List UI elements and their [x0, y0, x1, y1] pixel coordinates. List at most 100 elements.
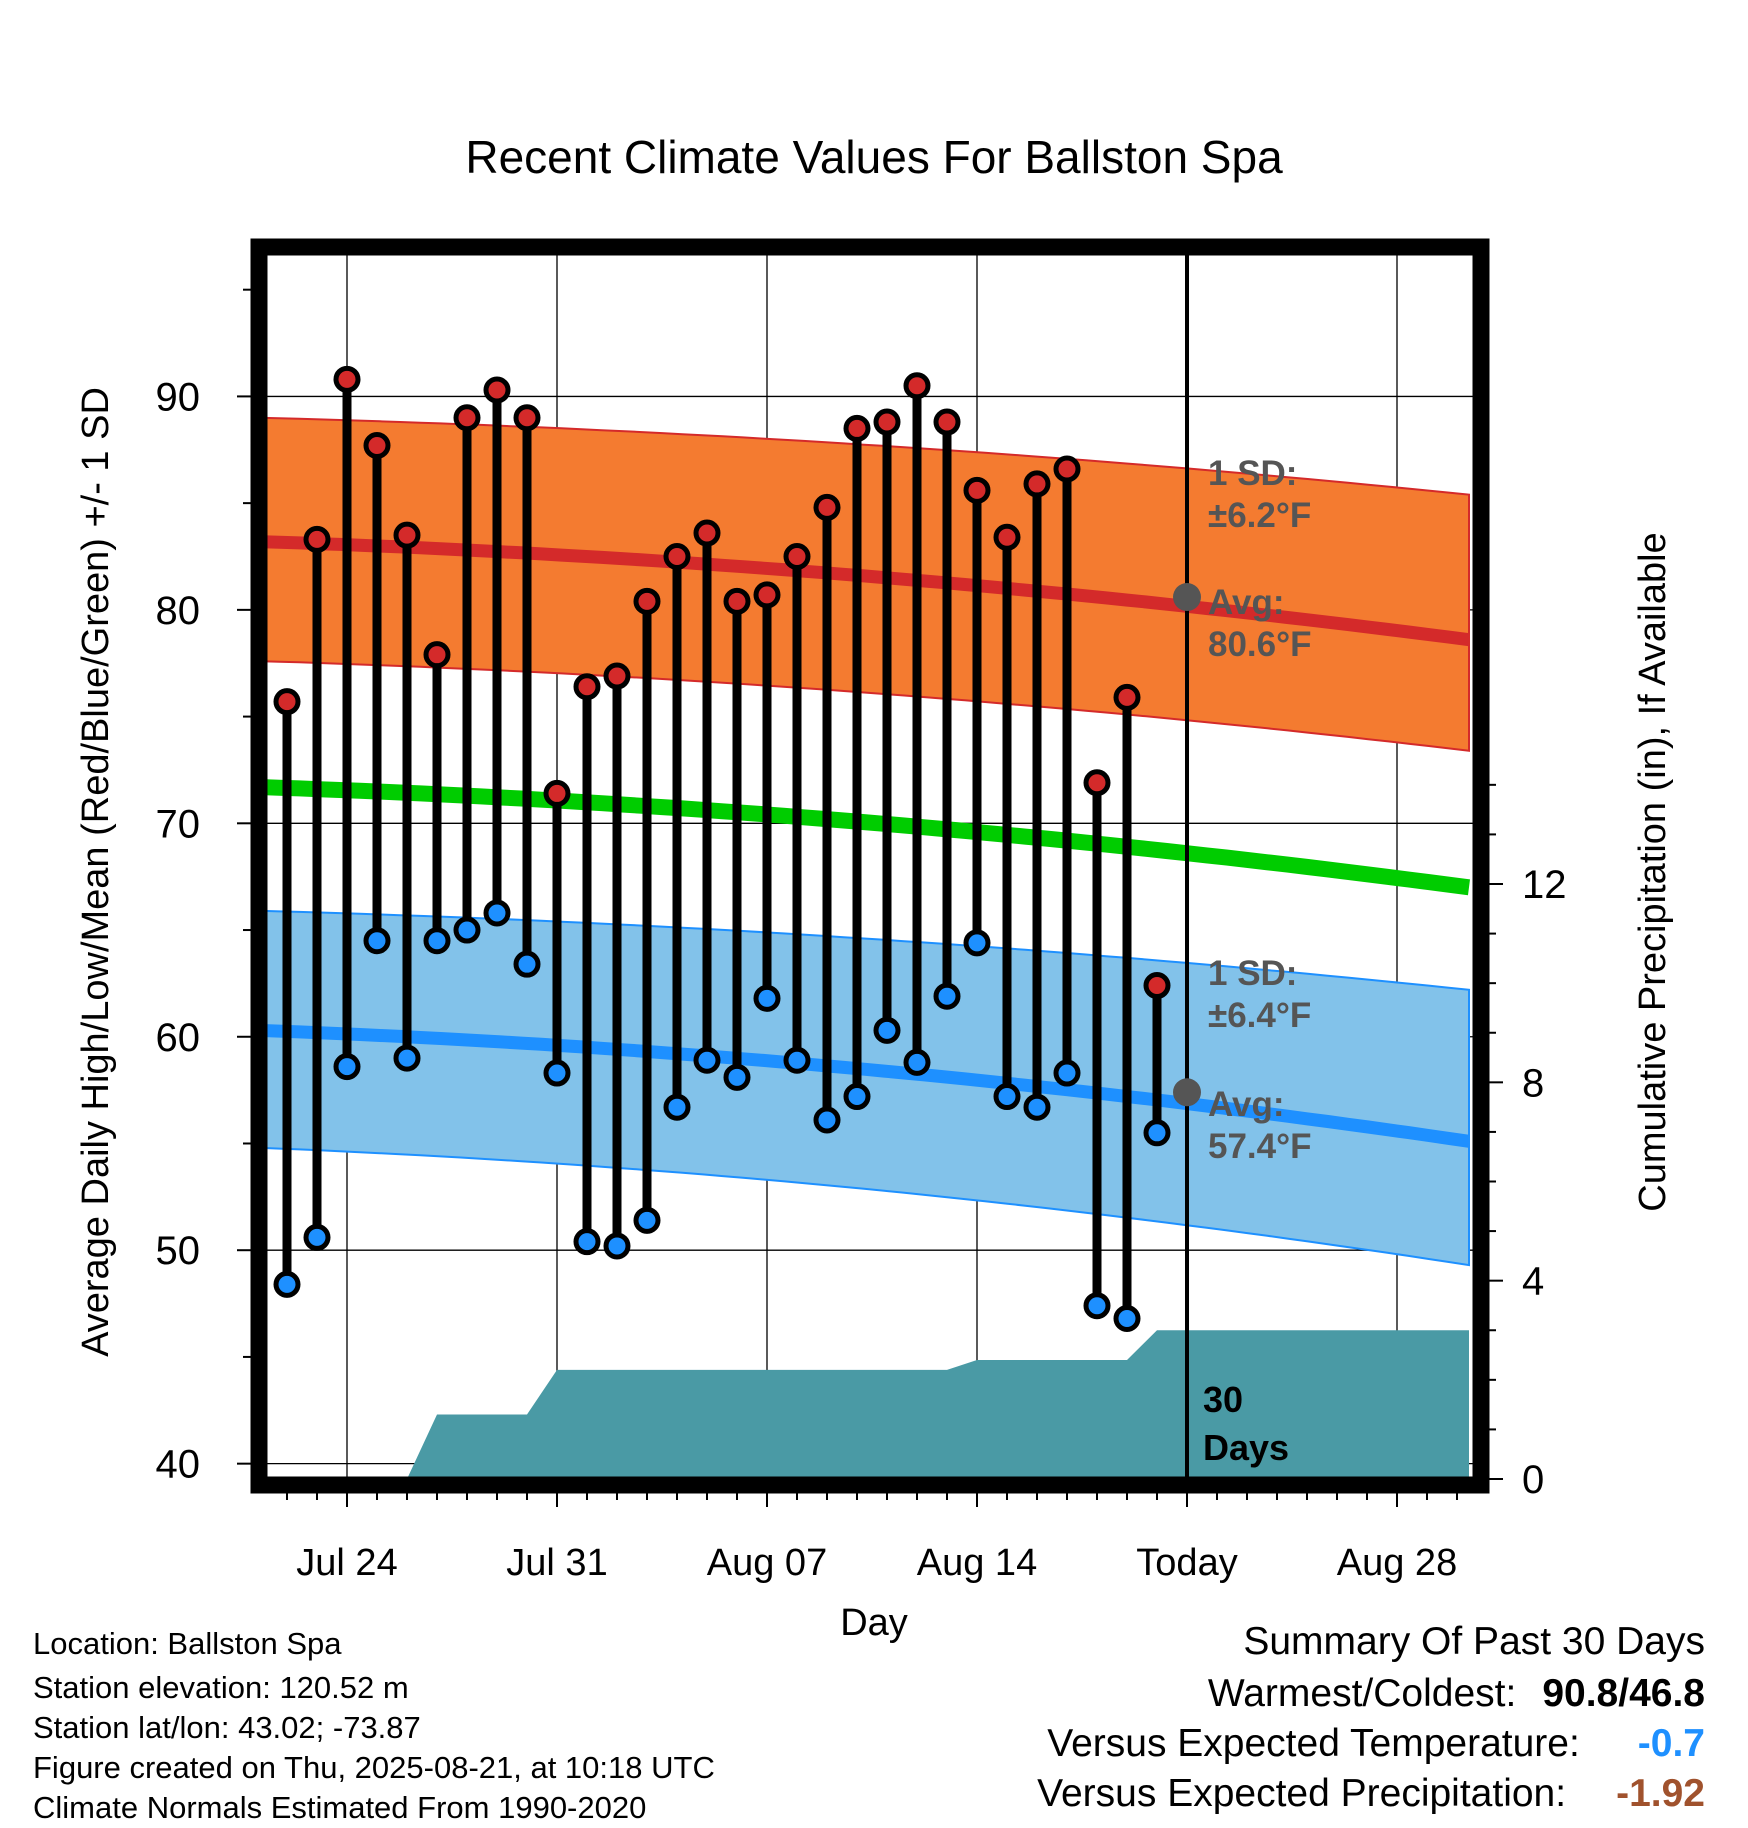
summary-temperature: Versus Expected Temperature: -0.7 [1047, 1722, 1705, 1766]
low-normal-line [258, 1023, 1470, 1148]
high-point [543, 779, 571, 807]
low-point [693, 1046, 721, 1074]
high-point [933, 408, 961, 436]
high-point [453, 404, 481, 432]
axes: 40 50 60 70 80 90 0 4 8 12 Jul 24 Jul 31 Aug 07 Aug 1… [156, 238, 1567, 1584]
summary-temp-value: -0.7 [1637, 1722, 1705, 1765]
low-point [633, 1206, 661, 1234]
low-point [603, 1232, 631, 1260]
high-point [363, 432, 391, 460]
y2-tick-label: 8 [1522, 1061, 1544, 1105]
low-point [903, 1048, 931, 1076]
precipitation-fill [287, 1330, 1469, 1479]
low-point [1143, 1119, 1171, 1147]
precip-days-number: 30 [1203, 1379, 1243, 1420]
high-point [513, 404, 541, 432]
low-point [1023, 1093, 1051, 1121]
x-tick-label: Jul 31 [506, 1542, 607, 1584]
plot-frame [250, 238, 1490, 1494]
daily-range-bars [273, 365, 1171, 1333]
y-tick-label: 40 [156, 1443, 201, 1487]
y-tick-label: 90 [156, 375, 201, 419]
high-point [333, 365, 361, 393]
summary-precipitation: Versus Expected Precipitation: -1.92 [1037, 1772, 1705, 1816]
high-point [273, 688, 301, 716]
x-tick-label: Aug 14 [917, 1542, 1037, 1584]
precipitation-area [287, 1330, 1469, 1479]
footer-elevation: Station elevation: 120.52 m [33, 1670, 409, 1705]
high-point [903, 372, 931, 400]
high-point [483, 376, 511, 404]
low-avg-value: 57.4°F [1208, 1127, 1312, 1166]
high-point [813, 493, 841, 521]
summary-title: Summary Of Past 30 Days [1243, 1620, 1705, 1663]
y-tick-label: 80 [156, 589, 201, 633]
high-point [1053, 455, 1081, 483]
high-point [633, 587, 661, 615]
high-point [303, 525, 331, 553]
x-axis-label: Day [840, 1602, 908, 1644]
low-point [993, 1083, 1021, 1111]
y2-tick-label: 0 [1522, 1458, 1544, 1502]
footer-normals: Climate Normals Estimated From 1990-2020 [33, 1790, 647, 1825]
y-tick-label: 50 [156, 1229, 201, 1273]
low-sd-label: 1 SD: [1208, 954, 1297, 993]
y-axis-label: Average Daily High/Low/Mean (Red/Blue/Gr… [75, 387, 117, 1357]
summary-warmest: Warmest/Coldest: 90.8/46.8 [1208, 1672, 1705, 1716]
high-point [1113, 683, 1141, 711]
low-avg-label: Avg: [1208, 1085, 1284, 1124]
high-normal-line [258, 535, 1470, 647]
high-point [843, 414, 871, 442]
summary-precip-label: Versus Expected Precipitation: [1037, 1772, 1567, 1815]
high-avg-label: Avg: [1208, 583, 1284, 622]
low-point [963, 929, 991, 957]
low-point [363, 927, 391, 955]
low-point [753, 984, 781, 1012]
high-point [1143, 972, 1171, 1000]
low-point [1053, 1059, 1081, 1087]
low-point [663, 1093, 691, 1121]
high-point [1083, 769, 1111, 797]
today-low-normal-marker [1173, 1078, 1201, 1107]
low-point [843, 1083, 871, 1111]
low-point [933, 982, 961, 1010]
low-point [453, 916, 481, 944]
mean-normal-line [258, 779, 1471, 896]
high-point [423, 641, 451, 669]
x-tick-label: Jul 24 [296, 1542, 397, 1584]
summary-precip-value: -1.92 [1616, 1772, 1705, 1815]
chart-title: Recent Climate Values For Ballston Spa [465, 131, 1283, 183]
high-point [693, 519, 721, 547]
low-point [783, 1046, 811, 1074]
high-sd-value: ±6.2°F [1208, 496, 1311, 535]
high-point [873, 408, 901, 436]
high-point [783, 543, 811, 570]
low-sd-value: ±6.4°F [1208, 996, 1311, 1035]
high-point [393, 521, 421, 549]
low-point [543, 1059, 571, 1087]
x-tick-label: Today [1136, 1542, 1237, 1584]
precip-days-word: Days [1203, 1427, 1289, 1468]
low-point [423, 927, 451, 955]
high-point [1023, 470, 1051, 498]
footer-location: Location: Ballston Spa [33, 1626, 342, 1661]
today-high-normal-marker [1173, 583, 1201, 612]
footer-created: Figure created on Thu, 2025-08-21, at 10… [33, 1750, 715, 1785]
high-point [663, 543, 691, 570]
high-point [993, 523, 1021, 551]
low-point [723, 1063, 751, 1091]
high-point [573, 673, 601, 701]
y2-axis-label: Cumulative Precipitation (in), If Availa… [1632, 532, 1674, 1211]
x-tick-label: Aug 28 [1337, 1542, 1457, 1584]
low-point [483, 899, 511, 927]
high-point [963, 476, 991, 504]
x-tick-label: Aug 07 [707, 1542, 827, 1584]
high-point [753, 581, 781, 609]
low-point [873, 1016, 901, 1044]
y2-tick-label: 4 [1522, 1260, 1544, 1304]
high-point [603, 662, 631, 690]
y-tick-label: 60 [156, 1016, 201, 1060]
high-point [723, 587, 751, 615]
